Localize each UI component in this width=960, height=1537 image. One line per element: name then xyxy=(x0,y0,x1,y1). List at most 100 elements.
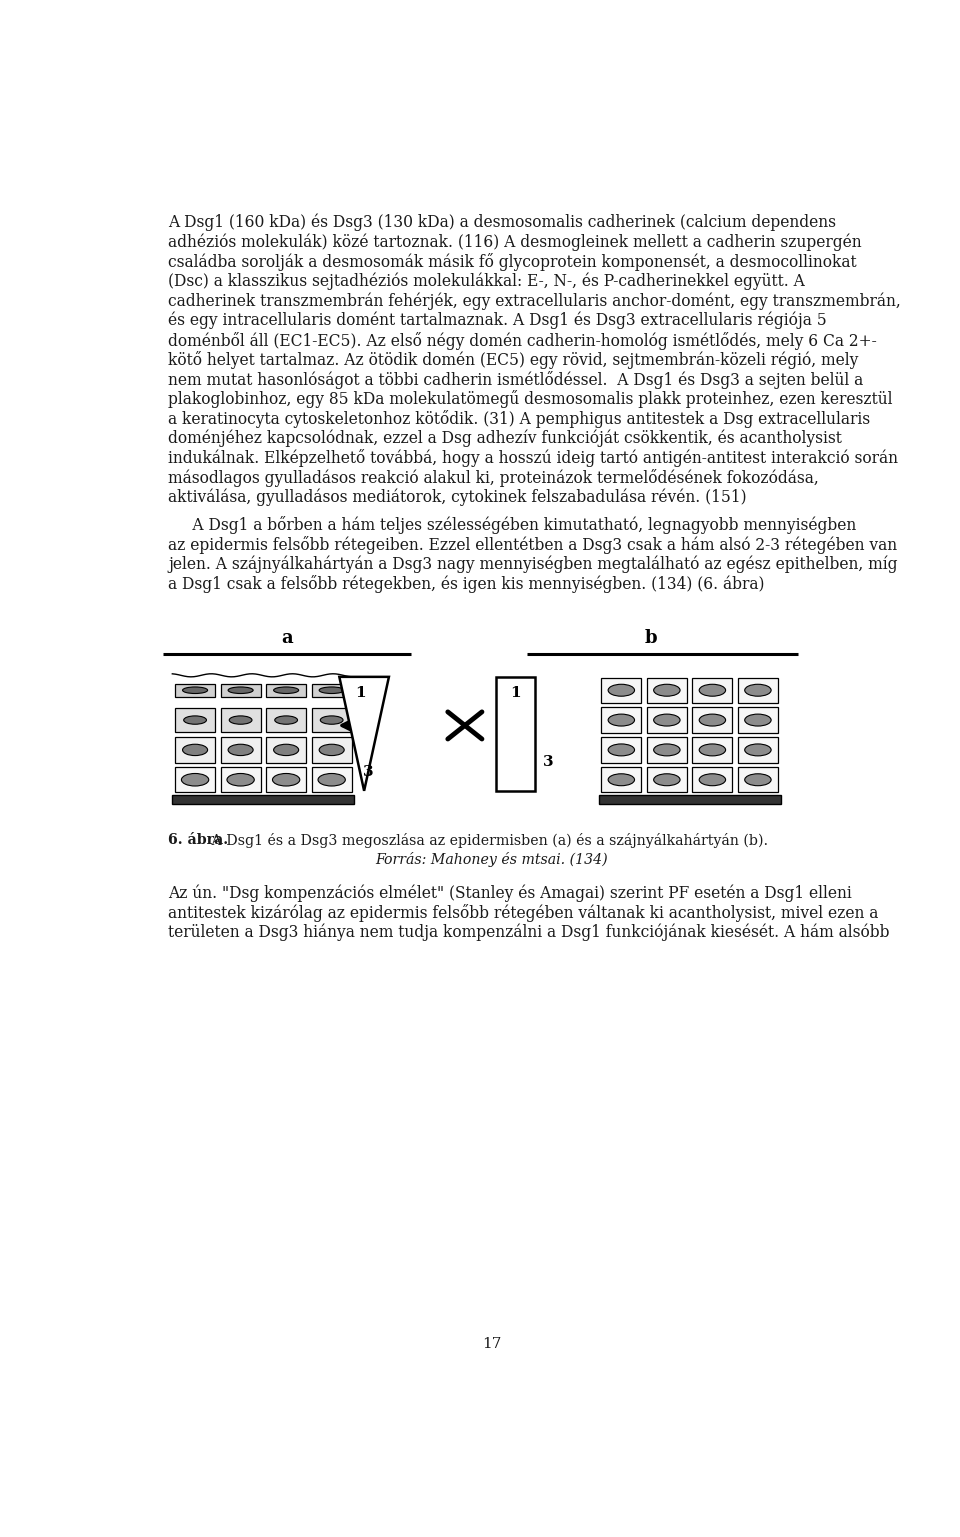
Bar xyxy=(221,738,261,762)
Bar xyxy=(266,684,306,696)
Bar xyxy=(599,795,780,804)
Bar xyxy=(692,738,732,762)
Bar xyxy=(175,709,215,732)
Text: doménjéhez kapcsolódnak, ezzel a Dsg adhezív funkcióját csökkentik, és acantholy: doménjéhez kapcsolódnak, ezzel a Dsg adh… xyxy=(168,430,842,447)
Text: 6. ábra.: 6. ábra. xyxy=(168,833,228,847)
Bar xyxy=(692,707,732,733)
Bar xyxy=(647,767,687,793)
Bar xyxy=(175,684,215,696)
Bar xyxy=(312,709,351,732)
Text: a: a xyxy=(281,629,293,647)
Ellipse shape xyxy=(319,687,345,693)
Bar xyxy=(172,795,354,804)
Bar xyxy=(312,684,351,696)
Bar xyxy=(647,678,687,702)
Text: 1: 1 xyxy=(355,686,366,699)
Text: másodlagos gyulladásos reakció alakul ki, proteinázok termelődésének fokozódása,: másodlagos gyulladásos reakció alakul ki… xyxy=(168,469,819,487)
Text: nem mutat hasonlóságot a többi cadherin ismétlődéssel.  A Dsg1 és Dsg3 a sejten : nem mutat hasonlóságot a többi cadherin … xyxy=(168,370,863,389)
Text: antitestek kizárólag az epidermis felsőbb rétegében váltanak ki acantholysist, m: antitestek kizárólag az epidermis felsőb… xyxy=(168,904,878,922)
Ellipse shape xyxy=(745,684,771,696)
Ellipse shape xyxy=(699,773,726,785)
Ellipse shape xyxy=(273,773,300,785)
Bar xyxy=(692,767,732,793)
Bar xyxy=(738,707,778,733)
Bar xyxy=(266,738,306,762)
Bar xyxy=(496,676,535,792)
Ellipse shape xyxy=(608,715,635,725)
Bar xyxy=(175,738,215,762)
Text: a keratinocyta cytoskeletonhoz kötődik. (31) A pemphigus antitestek a Dsg extrac: a keratinocyta cytoskeletonhoz kötődik. … xyxy=(168,410,870,427)
Ellipse shape xyxy=(318,773,346,785)
Text: doménből áll (EC1-EC5). Az első négy domén cadherin-homológ ismétlődés, mely 6 C: doménből áll (EC1-EC5). Az első négy dom… xyxy=(168,332,876,349)
Ellipse shape xyxy=(228,744,253,756)
Bar xyxy=(221,684,261,696)
Bar xyxy=(221,767,261,793)
Text: kötő helyet tartalmaz. Az ötödik domén (EC5) egy rövid, sejtmembrán-közeli régió: kötő helyet tartalmaz. Az ötödik domén (… xyxy=(168,350,858,369)
Ellipse shape xyxy=(319,744,345,756)
Ellipse shape xyxy=(699,684,726,696)
Text: indukálnak. Elképzelhető továbbá, hogy a hosszú ideig tartó antigén-antitest int: indukálnak. Elképzelhető továbbá, hogy a… xyxy=(168,449,898,467)
Polygon shape xyxy=(339,676,389,792)
Ellipse shape xyxy=(181,773,208,785)
Ellipse shape xyxy=(608,773,635,785)
Bar xyxy=(738,767,778,793)
Ellipse shape xyxy=(274,744,299,756)
Text: A Dsg1 a bőrben a hám teljes szélességében kimutatható, legnagyobb mennyiségben: A Dsg1 a bőrben a hám teljes szélességéb… xyxy=(168,516,856,533)
Ellipse shape xyxy=(745,744,771,756)
Bar xyxy=(221,709,261,732)
Ellipse shape xyxy=(229,716,252,724)
Text: területen a Dsg3 hiánya nem tudja kompenzálni a Dsg1 funkciójának kiesését. A há: területen a Dsg3 hiánya nem tudja kompen… xyxy=(168,924,890,941)
Text: aktiválása, gyulladásos mediátorok, cytokinek felszabadulása révén. (151): aktiválása, gyulladásos mediátorok, cyto… xyxy=(168,489,747,506)
Bar xyxy=(601,678,641,702)
Text: családba sorolják a desmosomák másik fő glycoprotein komponensét, a desmocollino: családba sorolják a desmosomák másik fő … xyxy=(168,254,856,271)
Ellipse shape xyxy=(182,744,207,756)
Ellipse shape xyxy=(654,773,680,785)
Text: és egy intracellularis domént tartalmaznak. A Dsg1 és Dsg3 extracellularis régió: és egy intracellularis domént tartalmazn… xyxy=(168,312,827,329)
Text: plakoglobinhoz, egy 85 kDa molekulatömegű desmosomalis plakk proteinhez, ezen ke: plakoglobinhoz, egy 85 kDa molekulatömeg… xyxy=(168,390,893,409)
Ellipse shape xyxy=(183,716,206,724)
Bar xyxy=(266,709,306,732)
Text: A Dsg1 (160 kDa) és Dsg3 (130 kDa) a desmosomalis cadherinek (calcium dependens: A Dsg1 (160 kDa) és Dsg3 (130 kDa) a des… xyxy=(168,214,836,231)
Text: Forrás: Mahoney és mtsai. (134): Forrás: Mahoney és mtsai. (134) xyxy=(375,851,609,867)
Text: 3: 3 xyxy=(543,755,554,768)
Ellipse shape xyxy=(654,684,680,696)
Text: a Dsg1 csak a felsőbb rétegekben, és igen kis mennyiségben. (134) (6. ábra): a Dsg1 csak a felsőbb rétegekben, és ige… xyxy=(168,575,764,593)
Bar xyxy=(647,738,687,762)
Bar xyxy=(738,678,778,702)
Text: b: b xyxy=(644,629,658,647)
Ellipse shape xyxy=(608,744,635,756)
Ellipse shape xyxy=(699,744,726,756)
Bar xyxy=(738,738,778,762)
Ellipse shape xyxy=(275,716,298,724)
Text: Az ún. "Dsg kompenzációs elmélet" (Stanley és Amagai) szerint PF esetén a Dsg1 e: Az ún. "Dsg kompenzációs elmélet" (Stanl… xyxy=(168,884,852,902)
Ellipse shape xyxy=(745,715,771,725)
Text: az epidermis felsőbb rétegeiben. Ezzel ellentétben a Dsg3 csak a hám alsó 2-3 ré: az epidermis felsőbb rétegeiben. Ezzel e… xyxy=(168,535,898,553)
Text: cadherinek transzmembrán fehérjék, egy extracellularis anchor-domént, egy transz: cadherinek transzmembrán fehérjék, egy e… xyxy=(168,292,900,310)
Text: 3: 3 xyxy=(363,764,373,779)
Text: adhéziós molekulák) közé tartoznak. (116) A desmogleinek mellett a cadherin szup: adhéziós molekulák) közé tartoznak. (116… xyxy=(168,234,862,251)
Text: jelen. A szájnyálkahártyán a Dsg3 nagy mennyiségben megtalálható az egész epithe: jelen. A szájnyálkahártyán a Dsg3 nagy m… xyxy=(168,555,898,573)
Bar xyxy=(601,707,641,733)
Ellipse shape xyxy=(227,773,254,785)
Ellipse shape xyxy=(228,687,253,693)
Bar xyxy=(175,767,215,793)
Text: 1: 1 xyxy=(510,686,520,699)
Bar xyxy=(601,738,641,762)
Bar xyxy=(266,767,306,793)
Ellipse shape xyxy=(654,715,680,725)
Bar xyxy=(647,707,687,733)
Ellipse shape xyxy=(321,716,343,724)
Ellipse shape xyxy=(699,715,726,725)
Ellipse shape xyxy=(654,744,680,756)
Ellipse shape xyxy=(608,684,635,696)
Ellipse shape xyxy=(182,687,207,693)
Bar xyxy=(312,738,351,762)
Bar xyxy=(692,678,732,702)
Bar xyxy=(601,767,641,793)
Text: A Dsg1 és a Dsg3 megoszlása az epidermisben (a) és a szájnyálkahártyán (b).: A Dsg1 és a Dsg3 megoszlása az epidermis… xyxy=(207,833,768,848)
Bar xyxy=(312,767,351,793)
Ellipse shape xyxy=(274,687,299,693)
Ellipse shape xyxy=(745,773,771,785)
Text: (Dsc) a klasszikus sejtadhéziós molekulákkal: E-, N-, és P-cadherinekkel együtt.: (Dsc) a klasszikus sejtadhéziós molekulá… xyxy=(168,272,804,290)
Text: 17: 17 xyxy=(482,1337,502,1351)
